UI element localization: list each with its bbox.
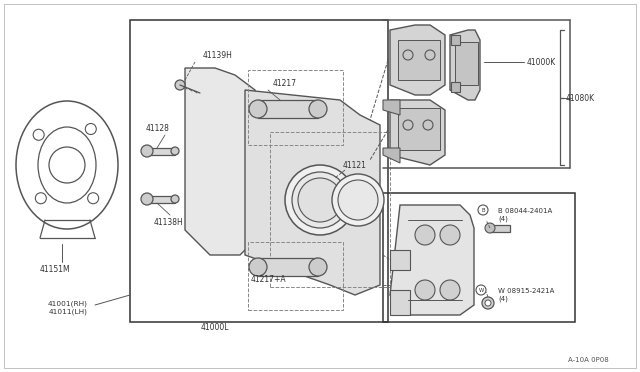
- Bar: [147, 148, 175, 155]
- Polygon shape: [398, 108, 440, 150]
- Circle shape: [175, 80, 185, 90]
- Text: B: B: [481, 208, 485, 212]
- Bar: [490, 225, 510, 232]
- Text: 41217+A: 41217+A: [250, 276, 286, 285]
- Circle shape: [415, 225, 435, 245]
- Text: 41000K: 41000K: [527, 58, 556, 67]
- Bar: [248, 70, 343, 145]
- Text: W 08915-2421A
(4): W 08915-2421A (4): [498, 288, 554, 302]
- Text: 41139H: 41139H: [203, 51, 233, 60]
- Polygon shape: [398, 40, 440, 80]
- Text: A-10A 0P08: A-10A 0P08: [568, 357, 609, 363]
- Polygon shape: [450, 30, 480, 100]
- Circle shape: [141, 193, 153, 205]
- Text: 41151M: 41151M: [40, 266, 70, 275]
- Circle shape: [249, 258, 267, 276]
- Polygon shape: [185, 68, 260, 255]
- Bar: [248, 242, 343, 310]
- Ellipse shape: [298, 178, 342, 222]
- Polygon shape: [390, 250, 410, 270]
- Polygon shape: [451, 82, 460, 92]
- Polygon shape: [390, 25, 445, 95]
- Circle shape: [171, 147, 179, 155]
- Circle shape: [485, 300, 491, 306]
- Polygon shape: [455, 42, 478, 85]
- Polygon shape: [383, 100, 400, 115]
- Polygon shape: [451, 35, 460, 45]
- Bar: [383, 193, 575, 322]
- Text: 41217: 41217: [273, 78, 297, 87]
- Bar: [147, 196, 175, 203]
- Bar: [270, 132, 390, 287]
- Ellipse shape: [338, 180, 378, 220]
- Circle shape: [171, 195, 179, 203]
- Circle shape: [141, 145, 153, 157]
- Circle shape: [440, 225, 460, 245]
- Ellipse shape: [285, 165, 355, 235]
- Text: 41001(RH)
41011(LH): 41001(RH) 41011(LH): [48, 301, 88, 315]
- Text: 41121: 41121: [343, 160, 367, 170]
- Polygon shape: [390, 100, 445, 165]
- Polygon shape: [245, 90, 380, 295]
- Circle shape: [485, 223, 495, 233]
- Circle shape: [309, 258, 327, 276]
- Text: 41128: 41128: [146, 124, 170, 132]
- Ellipse shape: [332, 174, 384, 226]
- Text: B 08044-2401A
(4): B 08044-2401A (4): [498, 208, 552, 222]
- Bar: [258, 258, 318, 276]
- Polygon shape: [390, 290, 410, 315]
- Circle shape: [482, 297, 494, 309]
- Bar: [130, 20, 388, 322]
- Circle shape: [440, 280, 460, 300]
- Bar: [258, 100, 318, 118]
- Polygon shape: [390, 205, 474, 315]
- Text: 41000L: 41000L: [201, 324, 229, 333]
- Polygon shape: [383, 148, 400, 163]
- Text: 41138H: 41138H: [153, 218, 183, 227]
- Text: W: W: [478, 288, 484, 292]
- Circle shape: [415, 280, 435, 300]
- Text: 41080K: 41080K: [565, 93, 595, 103]
- Circle shape: [309, 100, 327, 118]
- Ellipse shape: [292, 172, 348, 228]
- Circle shape: [249, 100, 267, 118]
